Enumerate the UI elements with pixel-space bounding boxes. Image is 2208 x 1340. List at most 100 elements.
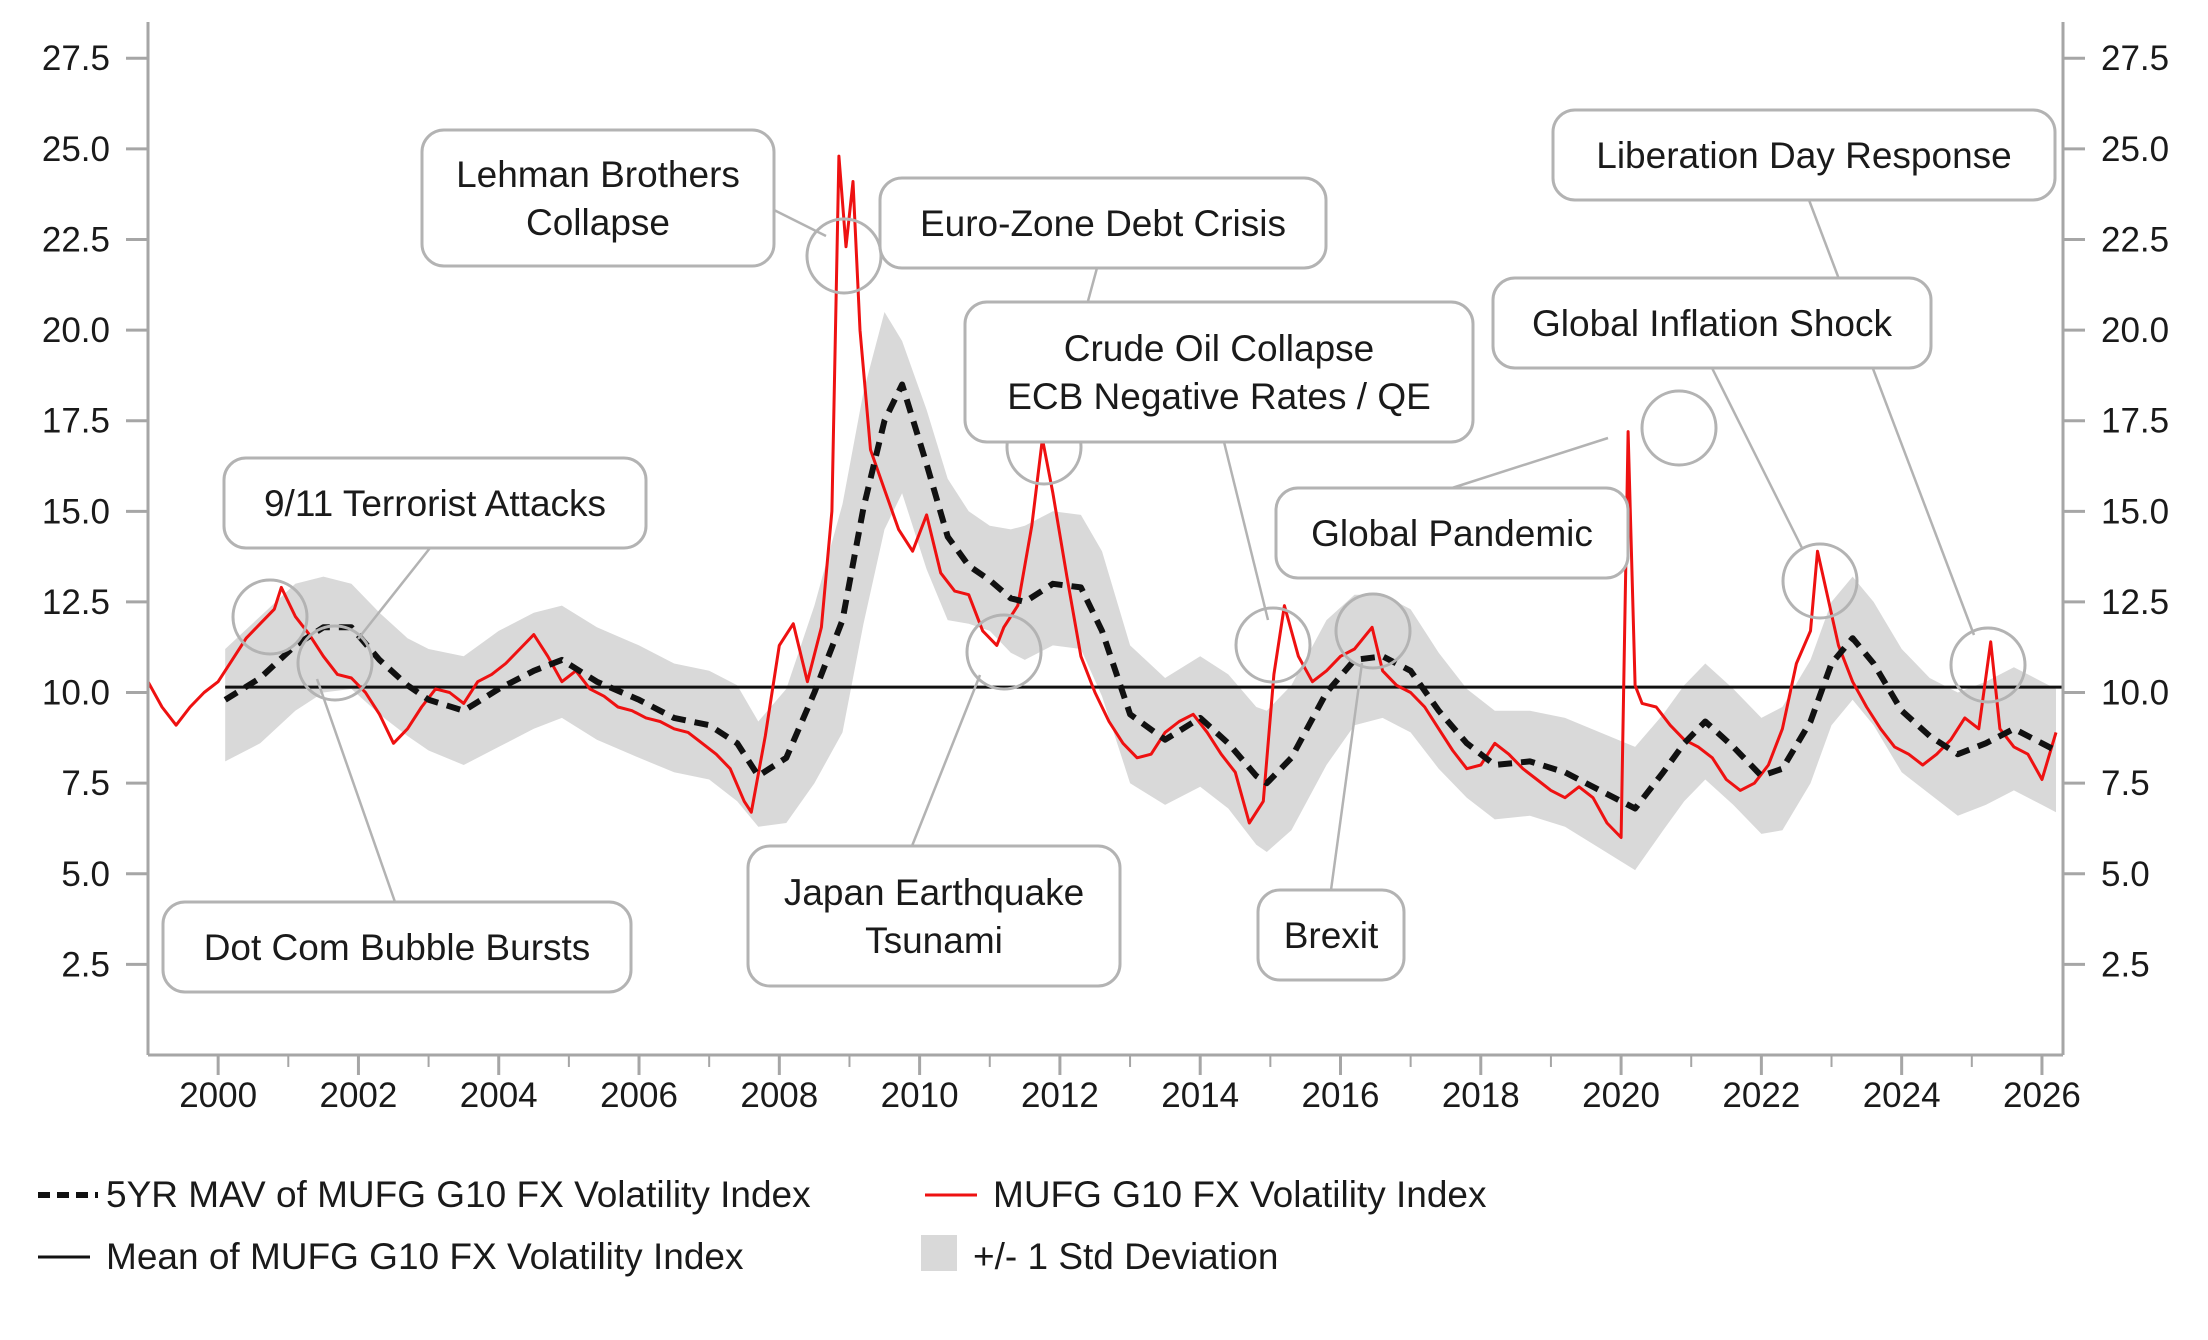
legend-label: MUFG G10 FX Volatility Index (993, 1174, 1487, 1215)
callout-crude: Crude Oil Collapse ECB Negative Rates / Q… (963, 300, 1475, 444)
event-highlight-circle (1334, 592, 1412, 670)
y-tick-label-right: 12.5 (2101, 583, 2169, 622)
y-tick-label-right: 20.0 (2101, 311, 2169, 350)
legend-item-mav: 5YR MAV of MUFG G10 FX Volatility Index (38, 1174, 811, 1215)
callout-box (963, 300, 1475, 444)
callout-brexit: Brexit (1256, 888, 1406, 982)
callout-leader-line (1807, 199, 1976, 636)
event-highlight-circle (1640, 389, 1718, 467)
callout-text: Japan Earthquake (784, 872, 1084, 913)
event-highlight-circle (965, 613, 1043, 691)
callout-nineeleven: 9/11 Terrorist Attacks (222, 456, 648, 550)
legend-item-band: +/- 1 Std Deviation (921, 1235, 1278, 1277)
callout-text: Tsunami (865, 920, 1003, 961)
callout-box (746, 844, 1122, 988)
y-tick-label-right: 10.0 (2101, 674, 2169, 713)
y-tick-label-left: 7.5 (61, 764, 110, 803)
legend-swatch-band (921, 1235, 957, 1271)
x-tick-label: 2024 (1863, 1076, 1941, 1115)
five-year-mav-layer (223, 381, 2058, 812)
callout-leader-line (910, 674, 982, 847)
legend-label: Mean of MUFG G10 FX Volatility Index (106, 1236, 744, 1277)
callout-box (222, 456, 648, 550)
x-tick-label: 2014 (1161, 1076, 1239, 1115)
y-tick-label-right: 17.5 (2101, 402, 2169, 441)
callout-text: Liberation Day Response (1596, 135, 2011, 176)
callout-lehman: Lehman Brothers Collapse (420, 128, 776, 268)
x-tick-label: 2000 (179, 1076, 257, 1115)
x-tick-label: 2016 (1302, 1076, 1380, 1115)
volatility-index-layer (146, 154, 2058, 839)
callout-box (1491, 276, 1933, 370)
callout-liberation: Liberation Day Response (1551, 108, 2057, 202)
y-tick-label-left: 15.0 (42, 492, 110, 531)
event-callouts: Lehman Brothers Collapse Euro-Zone Debt Cr… (161, 108, 2057, 994)
x-tick-label: 2022 (1722, 1076, 1800, 1115)
callout-text: Euro-Zone Debt Crisis (920, 203, 1286, 244)
x-tick-label: 2010 (881, 1076, 959, 1115)
event-highlight-circle (1781, 542, 1859, 620)
callout-leader-line (315, 678, 397, 903)
y-tick-label-left: 17.5 (42, 402, 110, 441)
legend-item-index: MUFG G10 FX Volatility Index (925, 1174, 1487, 1215)
x-tick-label: 2020 (1582, 1076, 1660, 1115)
x-tick-label: 2004 (460, 1076, 538, 1115)
callout-box (420, 128, 776, 268)
callout-leader-line (1329, 662, 1364, 891)
callout-text: Global Inflation Shock (1532, 303, 1892, 344)
x-tick-label: 2006 (600, 1076, 678, 1115)
y-tick-label-right: 2.5 (2101, 945, 2150, 984)
callout-leader-line (1451, 436, 1609, 490)
y-tick-label-left: 20.0 (42, 311, 110, 350)
y-tick-label-left: 10.0 (42, 674, 110, 713)
axes: 2.5 2.5 5.0 5.0 7.5 7.5 10.0 10.0 12.5 12.5 15.0 15… (42, 22, 2169, 1115)
callout-text: Dot Com Bubble Bursts (204, 927, 591, 968)
y-tick-label-right: 5.0 (2101, 855, 2150, 894)
callout-text: Global Pandemic (1311, 513, 1593, 554)
callout-box (1274, 486, 1630, 580)
x-tick-label: 2002 (320, 1076, 398, 1115)
callout-leader-line (773, 208, 827, 238)
y-tick-label-left: 27.5 (42, 39, 110, 78)
callout-text: Brexit (1284, 915, 1379, 956)
callout-box (1256, 888, 1406, 982)
legend-item-mean: Mean of MUFG G10 FX Volatility Index (38, 1236, 744, 1277)
callout-box (1551, 108, 2057, 202)
five-year-mav-line (223, 381, 2058, 812)
event-highlight-circle (231, 578, 309, 656)
y-tick-label-left: 25.0 (42, 130, 110, 169)
event-highlight-circle (296, 624, 374, 702)
legend: 5YR MAV of MUFG G10 FX Volatility Index M… (38, 1174, 1487, 1277)
y-tick-label-left: 22.5 (42, 220, 110, 259)
event-highlight-circle (1949, 626, 2027, 704)
x-tick-label: 2018 (1442, 1076, 1520, 1115)
callout-leader-line (357, 547, 431, 640)
legend-label: 5YR MAV of MUFG G10 FX Volatility Index (106, 1174, 811, 1215)
callout-box (878, 176, 1328, 270)
callout-text: Collapse (526, 202, 670, 243)
callout-japan: Japan Earthquake Tsunami (746, 844, 1122, 988)
callout-leader-line (1222, 441, 1270, 621)
y-tick-label-right: 7.5 (2101, 764, 2150, 803)
callout-inflation: Global Inflation Shock (1491, 276, 1933, 370)
callout-box (161, 900, 633, 994)
event-highlight-circle (1234, 606, 1312, 684)
legend-label: +/- 1 Std Deviation (973, 1236, 1278, 1277)
callout-text: 9/11 Terrorist Attacks (264, 483, 606, 524)
x-tick-label: 2008 (740, 1076, 818, 1115)
x-tick-label: 2012 (1021, 1076, 1099, 1115)
volatility-index-line (146, 154, 2058, 839)
y-tick-label-right: 22.5 (2101, 220, 2169, 259)
callout-pandemic: Global Pandemic (1274, 486, 1630, 580)
callout-text: Lehman Brothers (456, 154, 740, 195)
callout-leader-line (1710, 367, 1804, 549)
x-tick-label: 2026 (2003, 1076, 2081, 1115)
y-tick-label-right: 25.0 (2101, 130, 2169, 169)
y-tick-label-left: 5.0 (61, 855, 110, 894)
callout-eurozone: Euro-Zone Debt Crisis (878, 176, 1328, 270)
y-tick-label-right: 27.5 (2101, 39, 2169, 78)
callout-text: ECB Negative Rates / QE (1007, 376, 1431, 417)
y-tick-label-left: 2.5 (61, 945, 110, 984)
callout-text: Crude Oil Collapse (1064, 328, 1375, 369)
